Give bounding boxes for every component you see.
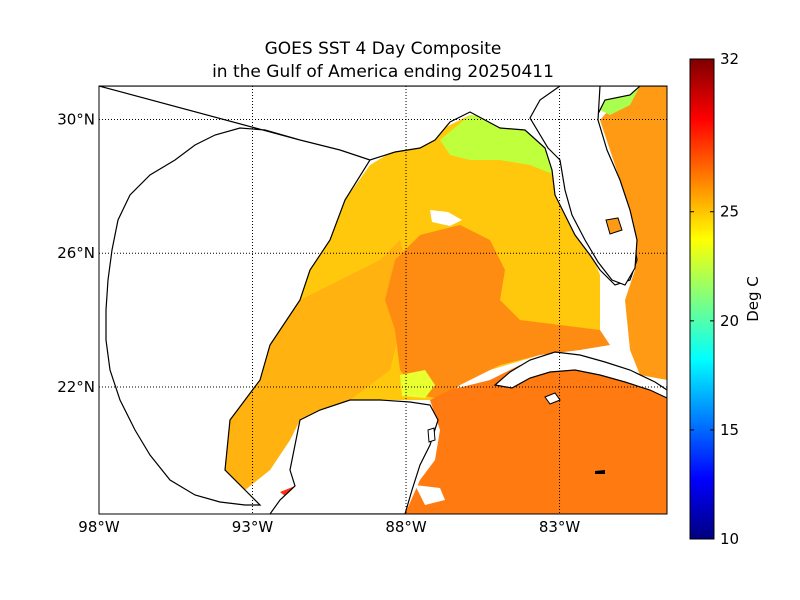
longitude-tick-label: 93°W <box>232 518 274 536</box>
cloud-gap-2 <box>415 485 445 505</box>
colorbar <box>689 58 715 540</box>
colorbar-tick-label: 10 <box>720 530 739 548</box>
map-frame <box>98 85 668 515</box>
latitude-tick-label: 22°N <box>57 378 95 396</box>
land-cozumel <box>427 427 436 443</box>
colorbar-ticks: 32 25 20 15 10 <box>690 50 739 548</box>
land-grand-cayman <box>595 470 605 474</box>
colorbar-label: Deg C <box>744 276 762 322</box>
land-cuba <box>493 351 667 399</box>
longitude-labels: 98°W 93°W 88°W 83°W <box>78 518 580 536</box>
sst-caribbean-region <box>405 365 667 514</box>
map-title-line-2: in the Gulf of America ending 20250411 <box>212 62 554 82</box>
colorbar-tick-label: 25 <box>720 203 739 221</box>
colorbar-tick-label: 20 <box>720 312 739 330</box>
land-florida <box>529 86 638 286</box>
lake-okeechobee <box>605 217 623 235</box>
colorbar-tick-label: 15 <box>720 421 739 439</box>
longitude-tick-label: 88°W <box>385 518 427 536</box>
longitude-tick-label: 83°W <box>539 518 581 536</box>
latitude-tick-label: 30°N <box>57 110 95 128</box>
map-graticule <box>99 86 667 514</box>
colorbar-tick-label: 32 <box>720 50 739 68</box>
cloud-gap-1 <box>430 210 462 226</box>
land-north-america <box>99 86 667 506</box>
sst-field <box>99 86 667 514</box>
sst-yucatan-cool-spot <box>400 370 435 398</box>
sst-western-gulf-region <box>225 240 410 490</box>
longitude-tick-label: 98°W <box>78 518 120 536</box>
land-isla-juventud <box>544 392 561 405</box>
latitude-labels: 30°N 26°N 22°N <box>57 110 95 396</box>
map-title-line-1: GOES SST 4 Day Composite <box>264 39 502 59</box>
latitude-tick-label: 26°N <box>57 244 95 262</box>
sst-loop-current-region <box>385 225 610 400</box>
land-yucatan <box>269 399 439 514</box>
